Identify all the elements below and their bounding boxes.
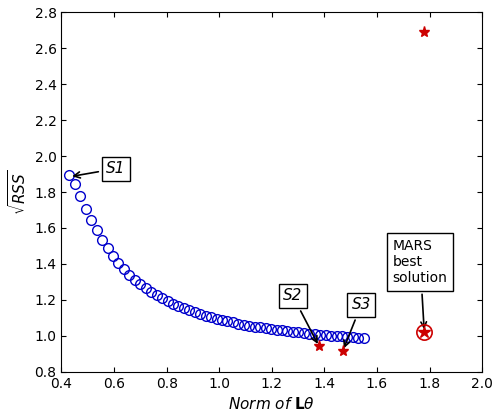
Text: MARS
best
solution: MARS best solution	[392, 239, 448, 328]
X-axis label: Norm of $\mathbf{L}\theta$: Norm of $\mathbf{L}\theta$	[228, 396, 316, 412]
Text: S2: S2	[283, 288, 317, 342]
Y-axis label: $\sqrt{RSS}$: $\sqrt{RSS}$	[7, 169, 29, 215]
Text: S3: S3	[344, 297, 371, 347]
Text: S1: S1	[74, 161, 126, 178]
